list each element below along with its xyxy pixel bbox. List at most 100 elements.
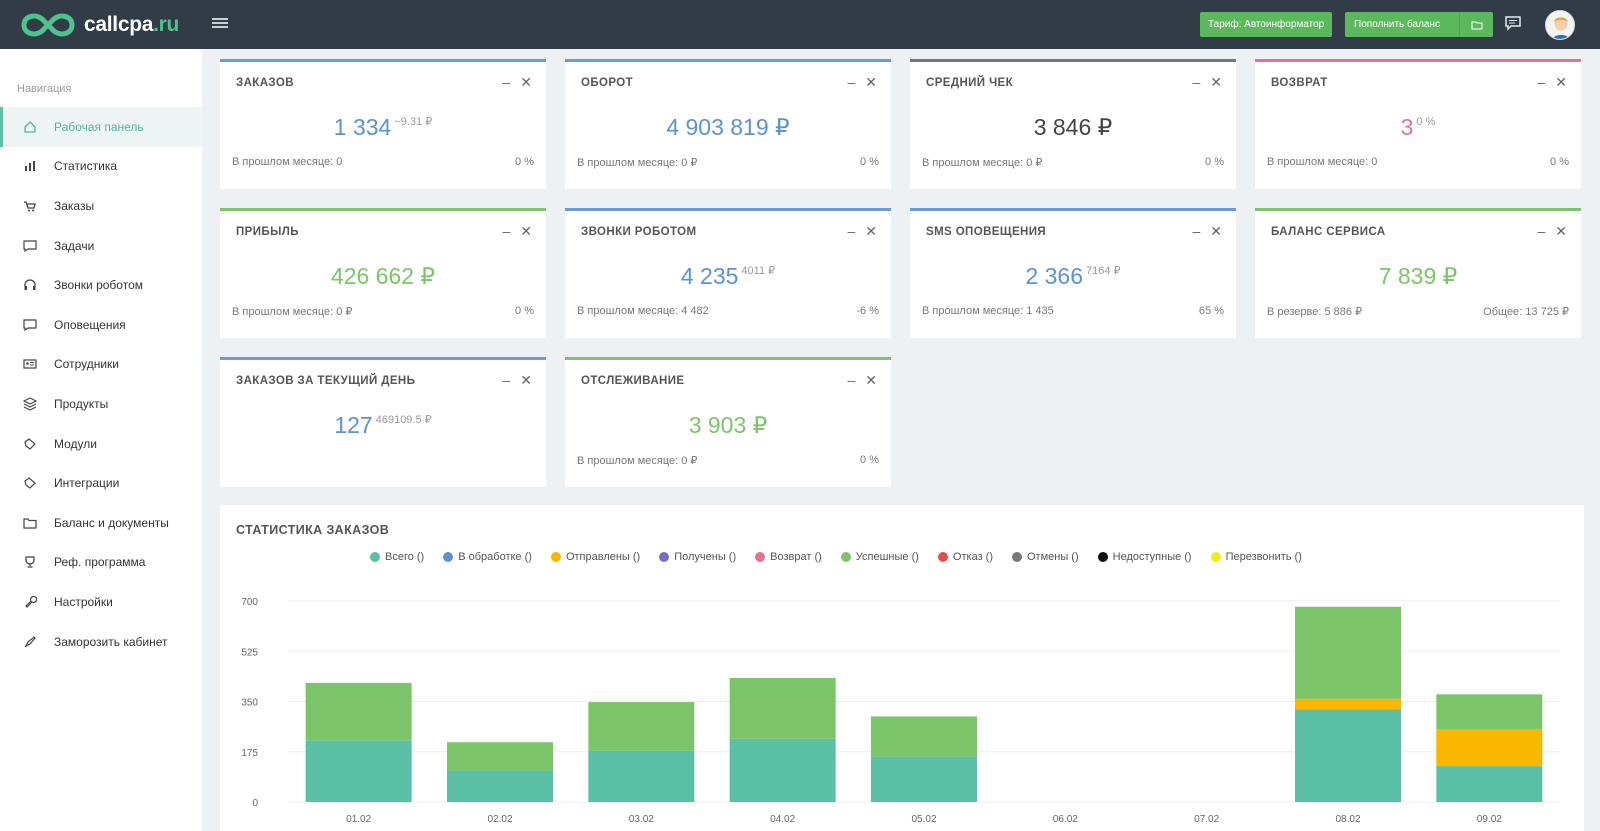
minimize-icon[interactable]: –: [847, 223, 856, 239]
sidebar-item-notifications[interactable]: Оповещения: [0, 305, 202, 345]
legend-item[interactable]: Недоступные (): [1097, 551, 1192, 563]
sidebar-item-freeze-account[interactable]: Заморозить кабинет: [0, 622, 202, 662]
legend-label: Получены (): [674, 551, 737, 563]
card-foot-right: 0 %: [515, 305, 534, 317]
x-tick-label: 09.02: [1477, 814, 1502, 825]
sidebar-item-label: Заказы: [54, 198, 95, 213]
sidebar-item-settings[interactable]: Настройки: [0, 582, 202, 622]
card-foot-left: В прошлом месяце: 0 ₽: [232, 306, 353, 318]
legend-dot: [1210, 552, 1221, 562]
legend-item[interactable]: В обработке (): [443, 551, 532, 563]
legend-item[interactable]: Возврат (): [755, 551, 822, 563]
sidebar-item-robot-calls[interactable]: Звонки роботом: [0, 265, 202, 305]
legend-label: Отправлены (): [565, 551, 641, 563]
minimize-icon[interactable]: –: [847, 74, 856, 90]
x-tick-label: 07.02: [1194, 814, 1219, 825]
minimize-icon[interactable]: –: [502, 372, 511, 388]
close-icon[interactable]: ✕: [520, 372, 532, 388]
legend-label: В обработке (): [458, 551, 532, 563]
card-title: ЗАКАЗОВ: [236, 77, 294, 89]
orders-chart: 700 525 350 175 0 01.02 02.02 03.02 04.02 05.02 06…: [241, 597, 1560, 825]
close-icon[interactable]: ✕: [1210, 74, 1222, 90]
bar-segment: [729, 738, 836, 802]
card-robot-calls: ЗВОНКИ РОБОТОМ – ✕ 4 235 4011 ₽ В прошлом …: [565, 208, 891, 338]
sidebar-item-tasks[interactable]: Задачи: [0, 226, 202, 266]
card-foot-right: 0 %: [515, 156, 534, 168]
bar-segment: [1436, 766, 1543, 802]
close-icon[interactable]: ✕: [1555, 223, 1567, 239]
legend-dot: [1097, 552, 1108, 562]
minimize-icon[interactable]: –: [1192, 74, 1201, 90]
legend-item[interactable]: Перезвонить (): [1210, 551, 1302, 563]
card-foot-left: В прошлом месяце: 0 ₽: [577, 455, 698, 467]
close-icon[interactable]: ✕: [865, 223, 877, 239]
sidebar-item-integrations[interactable]: Интеграции: [0, 463, 202, 503]
card-value: 3: [1400, 114, 1414, 140]
legend-item[interactable]: Отмены (): [1012, 551, 1079, 563]
sidebar-item-statistics[interactable]: Статистика: [0, 147, 202, 187]
bar-segment: [447, 770, 553, 802]
minimize-icon[interactable]: –: [1537, 223, 1546, 239]
card-title: БАЛАНС СЕРВИСА: [1271, 226, 1386, 238]
legend-item[interactable]: Получены (): [659, 551, 736, 563]
top-up-balance-button[interactable]: Пополнить баланс: [1345, 12, 1493, 37]
close-icon[interactable]: ✕: [520, 74, 532, 90]
sidebar-item-referral[interactable]: Реф. программа: [0, 543, 202, 583]
card-title: SMS ОПОВЕЩЕНИЯ: [926, 226, 1047, 238]
close-icon[interactable]: ✕: [865, 372, 877, 388]
headphones-icon: [22, 277, 38, 293]
close-icon[interactable]: ✕: [865, 74, 877, 90]
minimize-icon[interactable]: –: [1537, 74, 1546, 90]
minimize-icon[interactable]: –: [502, 223, 511, 239]
minimize-icon[interactable]: –: [847, 372, 856, 388]
close-icon[interactable]: ✕: [1210, 223, 1222, 239]
sidebar-item-balance-documents[interactable]: Баланс и документы: [0, 503, 202, 543]
sidebar-item-modules[interactable]: Модули: [0, 424, 202, 464]
home-icon: [22, 119, 38, 135]
legend-dot: [659, 552, 670, 562]
bar-segment: [1436, 694, 1543, 730]
bar-segment: [871, 716, 977, 757]
y-tick-label: 175: [241, 748, 258, 759]
chat-icon[interactable]: [1505, 16, 1521, 36]
bar-chart-icon: [22, 158, 38, 174]
logo-tld: .ru: [153, 13, 180, 36]
card-foot-right: 0 %: [860, 454, 879, 466]
bar-segment: [871, 756, 977, 802]
card-foot-left: В прошлом месяце: 0 ₽: [922, 157, 1043, 169]
minimize-icon[interactable]: –: [502, 74, 511, 90]
logo[interactable]: callcpa.ru: [20, 8, 179, 42]
card-value: 3 903 ₽: [688, 412, 768, 438]
card-value: 127: [334, 412, 373, 438]
sidebar-item-label: Статистика: [54, 159, 118, 174]
legend-dot: [840, 552, 851, 562]
orders-statistics-panel: 700 525 350 175 0 01.02 02.02 03.02 04.02 05.02 06…: [220, 505, 1584, 831]
card-orders-today: ЗАКАЗОВ ЗА ТЕКУЩИЙ ДЕНЬ – ✕ 127 469109.5 ₽: [220, 357, 546, 487]
legend-item[interactable]: Всего (): [370, 551, 424, 563]
nav-heading: Навигация: [17, 83, 72, 95]
close-icon[interactable]: ✕: [1555, 74, 1567, 90]
legend-item[interactable]: Успешные (): [840, 551, 919, 563]
card-turnover: ОБОРОТ – ✕ 4 903 819 ₽ В прошлом месяце: …: [565, 59, 891, 189]
bar-segment: [588, 702, 695, 751]
logo-icon: [21, 13, 75, 37]
sidebar-item-label: Рабочая панель: [54, 119, 144, 134]
legend-item[interactable]: Отказ (): [937, 551, 993, 563]
legend-item[interactable]: Отправлены (): [550, 551, 641, 563]
close-icon[interactable]: ✕: [520, 223, 532, 239]
tariff-button[interactable]: Тариф: Автоинформатор: [1200, 12, 1333, 37]
card-value: 2 366: [1025, 263, 1084, 289]
card-title: СРЕДНИЙ ЧЕК: [926, 77, 1014, 89]
menu-toggle-icon[interactable]: [212, 16, 228, 32]
avatar[interactable]: [1545, 10, 1575, 40]
sidebar-item-dashboard[interactable]: Рабочая панель: [0, 107, 202, 147]
tasks-icon: [22, 238, 38, 254]
sidebar-item-products[interactable]: Продукты: [0, 384, 202, 424]
minimize-icon[interactable]: –: [1192, 223, 1201, 239]
sidebar-item-employees[interactable]: Сотрудники: [0, 345, 202, 385]
x-tick-label: 06.02: [1053, 814, 1078, 825]
puzzle-icon: [22, 436, 38, 452]
card-foot-right: 65 %: [1198, 305, 1224, 317]
sidebar-item-orders[interactable]: Заказы: [0, 186, 202, 226]
